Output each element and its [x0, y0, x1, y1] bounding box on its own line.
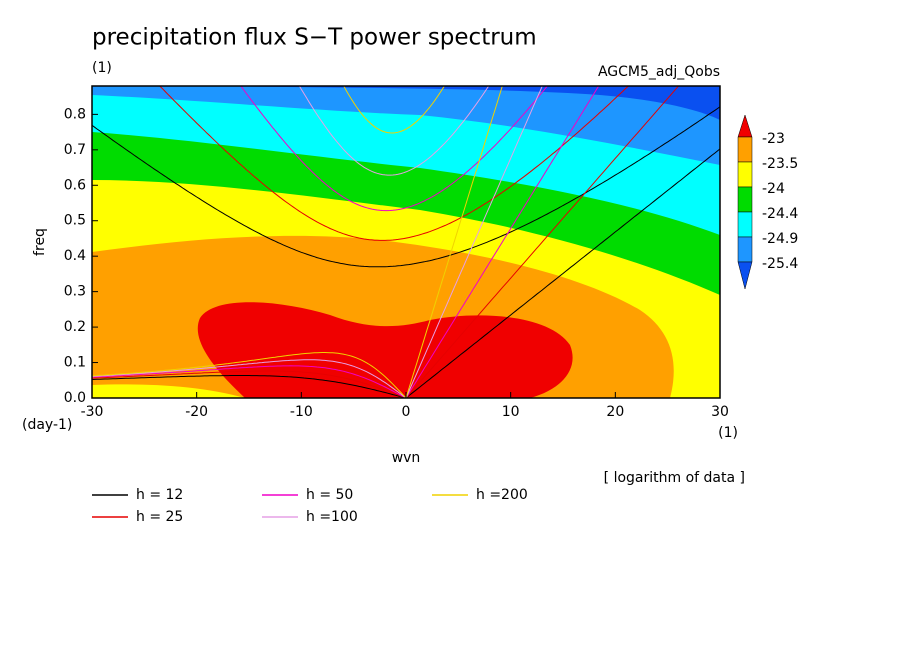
legend-label: h =100: [306, 509, 358, 525]
colorbar-label: -23.5: [762, 156, 798, 172]
y-tick-label: 0.2: [64, 319, 86, 335]
legend-label: h = 50: [306, 487, 353, 503]
colorbar-swatch: [737, 186, 753, 213]
dispersion-curve: [92, 370, 407, 398]
y-tick-label: 0.8: [64, 106, 86, 122]
dispersion-curves: [92, 86, 720, 398]
x-unit: (1): [718, 425, 738, 441]
y-axis-title: freq: [32, 228, 48, 256]
legend-label: h =200: [476, 487, 528, 503]
x-tick-label: 10: [502, 404, 520, 420]
colorbar-swatch: [737, 136, 753, 163]
annotation: AGCM5_adj_Qobs: [598, 64, 720, 80]
contour-fill: [92, 86, 720, 398]
colorbar-label: -23: [762, 131, 785, 147]
chart-title: precipitation flux S−T power spectrum: [92, 25, 537, 51]
x-tick-label: 20: [606, 404, 624, 420]
y-tick-label: 0.7: [64, 142, 86, 158]
y-tick-label: 0.5: [64, 213, 86, 229]
colorbar-swatch: [737, 261, 753, 290]
x-tick-label: 30: [711, 404, 729, 420]
colorbar-swatch: [737, 236, 753, 263]
colorbar-swatch: [737, 114, 753, 138]
x-tick-label: -20: [185, 404, 208, 420]
colorbar-label: -24.4: [762, 206, 798, 222]
dispersion-curve: [405, 86, 543, 398]
y-tick-label: 0.0: [64, 390, 86, 406]
colorbar-label: -24: [762, 181, 785, 197]
y-tick-label: 0.3: [64, 284, 86, 300]
contour-band: [197, 302, 573, 398]
note: [ logarithm of data ]: [604, 470, 745, 486]
colorbar-label: -24.9: [762, 231, 798, 247]
dispersion-curve: [92, 375, 407, 398]
y-tick-label: 0.1: [64, 355, 86, 371]
x-tick-label: 0: [402, 404, 411, 420]
dispersion-curve: [343, 86, 445, 134]
legend-label: h = 25: [136, 509, 183, 525]
x-tick-label: -10: [290, 404, 313, 420]
dispersion-curve: [405, 86, 600, 398]
dispersion-curve: [92, 352, 407, 398]
dispersion-curve: [159, 86, 630, 241]
dispersion-curve: [92, 359, 407, 398]
y-tick-label: 0.4: [64, 248, 86, 264]
y-unit: (day-1): [22, 417, 72, 433]
dispersion-curve: [240, 86, 548, 212]
colorbar-swatch: [737, 161, 753, 188]
dispersion-curve: [405, 148, 720, 398]
subtitle: (1): [92, 60, 112, 76]
y-tick-label: 0.6: [64, 177, 86, 193]
x-tick-label: -30: [81, 404, 104, 420]
legend-label: h = 12: [136, 487, 183, 503]
dispersion-curve: [92, 365, 407, 398]
x-axis-title: wvn: [392, 450, 421, 466]
dispersion-curve: [405, 86, 680, 398]
colorbar-label: -25.4: [762, 256, 798, 272]
colorbar-swatch: [737, 211, 753, 238]
dispersion-curve: [405, 86, 503, 398]
dispersion-curve: [298, 86, 490, 176]
dispersion-curve: [92, 106, 720, 268]
